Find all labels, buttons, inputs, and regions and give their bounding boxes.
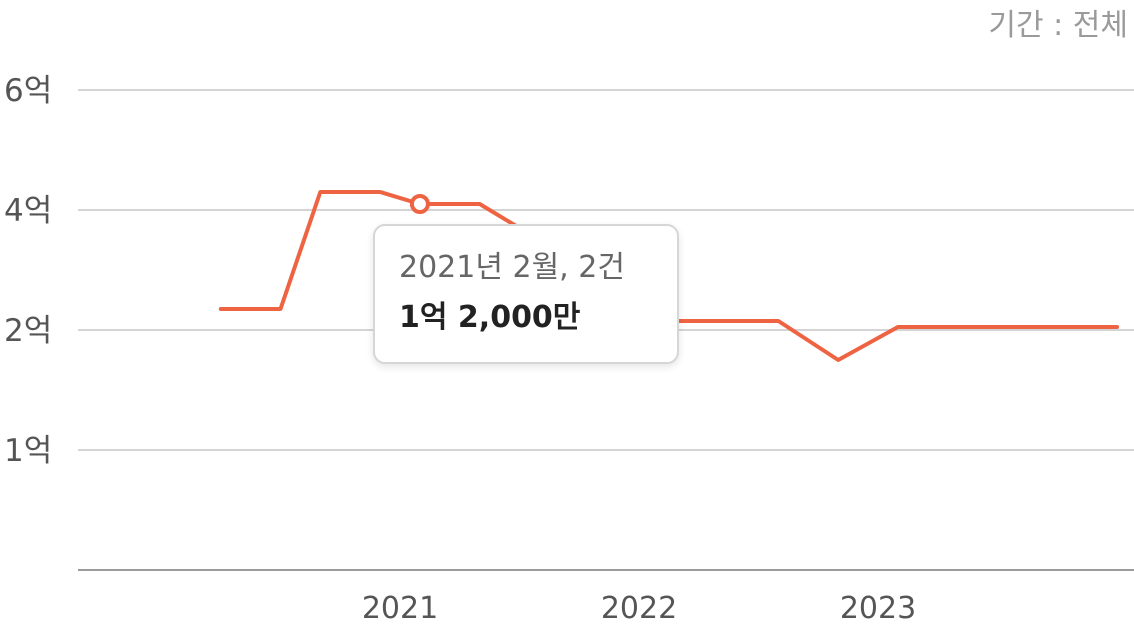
y-tick-label: 1억 xyxy=(4,433,52,469)
y-tick-label: 6억 xyxy=(4,73,52,109)
y-tick-label: 4억 xyxy=(4,193,52,229)
y-axis-ticks: 1억 2억 4억 6억 xyxy=(4,73,52,469)
tooltip-price: 1억 2,000만 xyxy=(399,300,581,335)
x-tick-label: 2022 xyxy=(601,591,677,626)
y-tick-label: 2억 xyxy=(4,313,52,349)
x-tick-label: 2023 xyxy=(840,591,916,626)
x-axis-ticks: 2021 2022 2023 xyxy=(362,591,916,626)
price-series-line xyxy=(218,190,1119,362)
tooltip: 2021년 2월, 2건 1억 2,000만 xyxy=(373,224,679,364)
series-layer xyxy=(218,190,1119,362)
tooltip-date-count: 2021년 2월, 2건 xyxy=(399,250,625,285)
x-tick-label: 2021 xyxy=(362,591,438,626)
highlight-point[interactable] xyxy=(409,194,430,214)
period-filter-label[interactable]: 기간 : 전체 xyxy=(988,8,1128,43)
